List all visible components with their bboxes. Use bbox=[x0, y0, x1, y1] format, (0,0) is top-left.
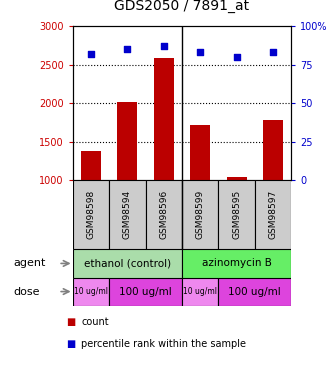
Text: 100 ug/ml: 100 ug/ml bbox=[228, 286, 281, 297]
Bar bbox=[182, 180, 218, 249]
Text: dose: dose bbox=[13, 286, 40, 297]
Text: GSM98595: GSM98595 bbox=[232, 190, 241, 239]
Bar bbox=[154, 58, 174, 180]
Bar bbox=[263, 120, 283, 180]
Text: count: count bbox=[81, 317, 109, 327]
Point bbox=[88, 51, 94, 57]
Bar bbox=[73, 278, 109, 306]
Point bbox=[125, 46, 130, 53]
Bar bbox=[146, 180, 182, 249]
Point bbox=[234, 54, 239, 60]
Bar bbox=[73, 180, 109, 249]
Text: agent: agent bbox=[13, 258, 46, 268]
Text: ■: ■ bbox=[66, 339, 75, 350]
Text: 10 ug/ml: 10 ug/ml bbox=[74, 287, 108, 296]
Text: GSM98599: GSM98599 bbox=[196, 190, 205, 239]
Bar bbox=[182, 249, 291, 278]
Bar bbox=[227, 177, 247, 180]
Text: GSM98594: GSM98594 bbox=[123, 190, 132, 239]
Text: ■: ■ bbox=[66, 317, 75, 327]
Bar bbox=[109, 180, 146, 249]
Text: ethanol (control): ethanol (control) bbox=[84, 258, 171, 268]
Bar bbox=[190, 125, 210, 180]
Text: 10 ug/ml: 10 ug/ml bbox=[183, 287, 217, 296]
Bar bbox=[218, 278, 291, 306]
Point bbox=[198, 50, 203, 55]
Text: GSM98596: GSM98596 bbox=[159, 190, 168, 239]
Text: GSM98597: GSM98597 bbox=[268, 190, 278, 239]
Bar bbox=[218, 180, 255, 249]
Bar bbox=[255, 180, 291, 249]
Text: GDS2050 / 7891_at: GDS2050 / 7891_at bbox=[115, 0, 250, 13]
Bar bbox=[118, 102, 137, 180]
Text: GSM98598: GSM98598 bbox=[86, 190, 96, 239]
Bar bbox=[81, 151, 101, 180]
Bar bbox=[73, 249, 182, 278]
Point bbox=[161, 43, 166, 49]
Bar bbox=[109, 278, 182, 306]
Text: azinomycin B: azinomycin B bbox=[202, 258, 272, 268]
Text: 100 ug/ml: 100 ug/ml bbox=[119, 286, 172, 297]
Point bbox=[270, 50, 276, 55]
Bar bbox=[182, 278, 218, 306]
Text: percentile rank within the sample: percentile rank within the sample bbox=[81, 339, 246, 350]
